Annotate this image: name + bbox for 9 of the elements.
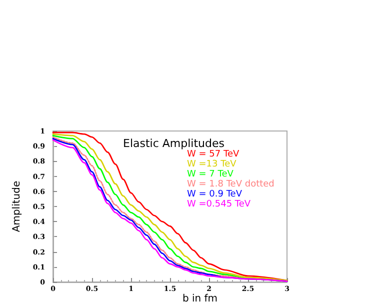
text: W =0.545 TeV — [187, 200, 252, 210]
x-axis-title: b in fm — [182, 294, 218, 304]
text: W = 1.8 TeV dotted — [187, 180, 274, 190]
text: Elastic Amplitudes — [123, 137, 225, 150]
text: W = 7 TeV — [187, 170, 234, 180]
y-axis-title: Amplitude — [11, 180, 22, 232]
text: W =13 TeV — [187, 160, 238, 170]
text: W = 57 TeV — [187, 150, 240, 160]
text: W = 0.9 TeV — [187, 190, 243, 200]
